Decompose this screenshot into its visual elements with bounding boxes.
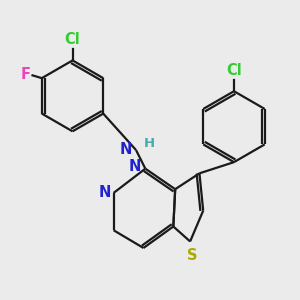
Text: Cl: Cl [226, 63, 242, 78]
Text: S: S [187, 248, 197, 263]
Text: H: H [143, 137, 155, 150]
Text: N: N [98, 185, 111, 200]
Text: N: N [120, 142, 132, 157]
Text: F: F [21, 67, 31, 82]
Text: Cl: Cl [65, 32, 80, 47]
Text: N: N [128, 159, 141, 174]
